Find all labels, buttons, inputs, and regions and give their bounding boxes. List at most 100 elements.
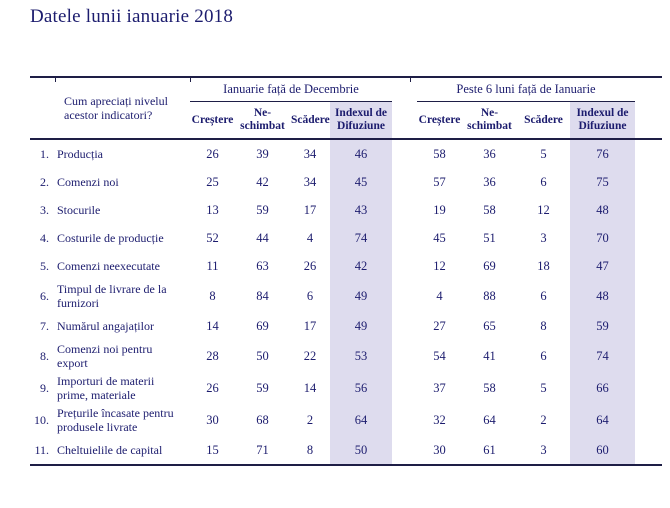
table-body: 1. Producția 26 39 34 46 58 36 5 76 2. C… [30,139,662,465]
value-scadere-6m: 2 [540,412,547,427]
indicator-label-cell: Importuri de materii prime, materiale [57,374,155,402]
row-number-cell: 10. [34,412,49,427]
group-gap-cell [392,404,417,436]
value-crestere-6m: 54 [433,348,446,363]
indicator-label-cell: Comenzi neexecutate [57,259,160,273]
value-crestere-month: 28 [206,348,219,363]
value-crestere-month: 8 [209,288,216,303]
col-header-neschimbat-month: Ne- schimbat [235,101,290,140]
indicator-label-cell: Prețurile încasate pentru produsele livr… [57,406,174,434]
value-index-6m: 48 [570,280,635,312]
row-number-cell: 2. [40,174,49,189]
indicator-label-cell: Producția [57,147,103,161]
value-index-6m: 74 [570,340,635,372]
value-scadere-6m: 3 [540,230,547,245]
value-crestere-month: 13 [206,202,219,217]
value-neschimbat-month: 44 [256,230,269,245]
value-crestere-6m: 45 [433,230,446,245]
value-index-month: 50 [330,436,392,465]
value-crestere-6m: 58 [433,146,446,161]
value-crestere-6m: 4 [436,288,443,303]
value-index-month: 43 [330,196,392,224]
table-row: 10. Prețurile încasate pentru produsele … [30,404,662,436]
col-header-crestere-6m: Creștere [417,101,462,140]
col-header-index-6m: Indexul de Difuziune [570,101,635,140]
right-pad-cell [635,312,662,340]
group-header-6m: Peste 6 luni față de Ianuarie [417,77,635,102]
value-neschimbat-month: 69 [256,318,269,333]
value-scadere-month: 17 [303,202,317,217]
table-row: 6. Timpul de livrare de la furnizori 8 8… [30,280,662,312]
indicator-label-cell: Comenzi noi pentru export [57,342,153,370]
value-crestere-month: 11 [206,258,219,273]
table-row: 9. Importuri de materii prime, materiale… [30,372,662,404]
right-pad-cell [635,372,662,404]
right-pad-cell [635,436,662,465]
page-title: Datele lunii ianuarie 2018 [30,6,234,27]
value-neschimbat-6m: 61 [483,442,496,457]
group-gap-cell [392,196,417,224]
indicator-label-cell: Cheltuielile de capital [57,443,163,457]
indicator-label-cell: Stocurile [57,203,101,217]
value-index-month: 64 [330,404,392,436]
value-crestere-month: 26 [206,380,219,395]
value-crestere-6m: 37 [433,380,446,395]
value-scadere-6m: 6 [540,348,547,363]
value-index-month: 56 [330,372,392,404]
value-index-6m: 60 [570,436,635,465]
value-scadere-month: 2 [306,412,314,427]
value-crestere-month: 14 [206,318,219,333]
col-header-neschimbat-6m: Ne- schimbat [462,101,517,140]
value-index-6m: 75 [570,168,635,196]
value-index-6m: 70 [570,224,635,252]
group-gap-cell [392,252,417,280]
table-row: 7. Numărul angajaților 14 69 17 49 27 65… [30,312,662,340]
value-neschimbat-month: 84 [256,288,269,303]
value-neschimbat-6m: 65 [483,318,496,333]
indicator-label-cell: Numărul angajaților [57,319,154,333]
group-gap-cell [392,280,417,312]
group-gap-cell [392,168,417,196]
group-gap-cell [392,372,417,404]
value-index-6m: 76 [570,139,635,168]
group-gap-cell [392,139,417,168]
value-neschimbat-6m: 41 [483,348,496,363]
row-number-cell: 11. [34,442,49,457]
value-neschimbat-month: 59 [256,380,269,395]
indicator-label-cell: Costurile de producție [57,231,164,245]
value-scadere-month: 14 [303,380,317,395]
right-pad-cell [635,77,662,140]
indicator-label-cell: Timpul de livrare de la furnizori [57,282,167,310]
table-row: 11. Cheltuielile de capital 15 71 8 50 3… [30,436,662,465]
value-index-month: 46 [330,139,392,168]
right-pad-cell [635,404,662,436]
right-pad-cell [635,224,662,252]
row-number-cell: 7. [40,318,49,333]
value-neschimbat-month: 50 [256,348,269,363]
col-header-index-month: Indexul de Difuziune [330,101,392,140]
value-index-6m: 47 [570,252,635,280]
value-scadere-6m: 8 [540,318,547,333]
group-gap-cell [392,312,417,340]
group-gap-cell [392,340,417,372]
row-number-cell: 6. [40,288,49,303]
group-header-month: Ianuarie față de Decembrie [190,77,392,102]
value-crestere-6m: 57 [433,174,446,189]
value-scadere-month: 22 [303,348,317,363]
right-pad-cell [635,280,662,312]
value-scadere-6m: 6 [540,174,547,189]
group-gap-cell [392,224,417,252]
value-scadere-month: 17 [303,318,317,333]
row-number-cell: 4. [40,230,49,245]
table-row: 8. Comenzi noi pentru export 28 50 22 53… [30,340,662,372]
right-pad-cell [635,196,662,224]
col-header-scadere-month: Scădere [290,101,330,140]
value-index-month: 49 [330,280,392,312]
indicators-table: Cum apreciați nivelul acestor indicatori… [30,76,662,466]
value-index-month: 42 [330,252,392,280]
value-neschimbat-6m: 58 [483,380,496,395]
value-scadere-6m: 3 [540,442,547,457]
value-index-month: 49 [330,312,392,340]
value-neschimbat-6m: 36 [483,146,496,161]
